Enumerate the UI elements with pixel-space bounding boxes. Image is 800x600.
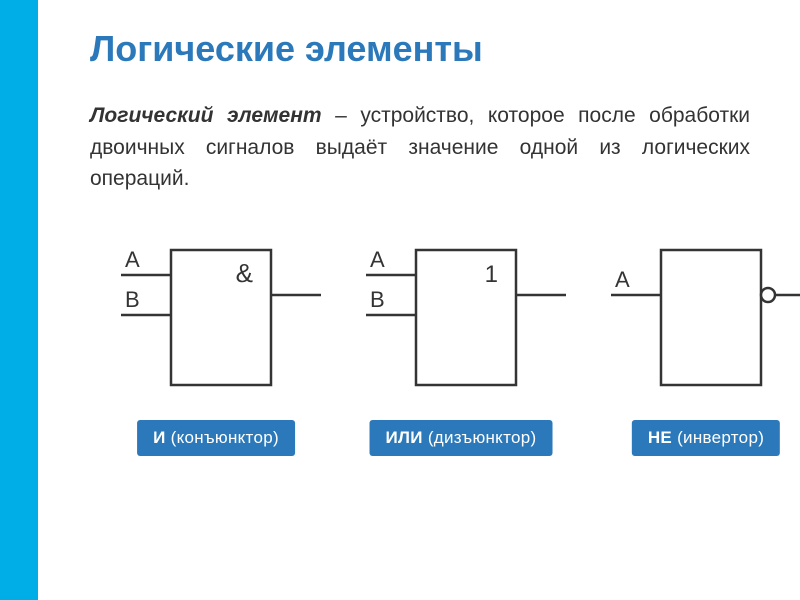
input-label-b: B [125, 287, 140, 312]
definition-paragraph: Логический элемент – устройство, которое… [90, 100, 750, 195]
input-label-b: B [370, 287, 385, 312]
accent-sidebar [0, 0, 38, 600]
input-label-a: A [370, 247, 385, 272]
inversion-bubble [761, 288, 775, 302]
gate-label-bold: И [153, 428, 166, 447]
gate-label-bold: ИЛИ [386, 428, 423, 447]
gate-symbol-glyph: & [236, 258, 253, 288]
page-title: Логические элементы [90, 28, 483, 70]
gate-symbol-not: A [586, 230, 800, 405]
gates-row: AB&И (конъюнктор)AB1ИЛИ (дизъюнктор)AНЕ … [76, 230, 800, 490]
input-label-a: A [615, 267, 630, 292]
gate-label-rest: (инвертор) [672, 428, 764, 447]
gate-symbol-and: AB & [96, 230, 336, 405]
gate-label-or: ИЛИ (дизъюнктор) [370, 420, 553, 456]
gate-not: AНЕ (инвертор) [586, 230, 800, 405]
gate-and: AB&И (конъюнктор) [96, 230, 336, 405]
definition-term: Логический элемент [90, 104, 322, 127]
content-area: Логические элементы Логический элемент –… [38, 0, 800, 600]
gate-label-rest: (дизъюнктор) [423, 428, 537, 447]
gate-label-not: НЕ (инвертор) [632, 420, 780, 456]
gate-or: AB1ИЛИ (дизъюнктор) [341, 230, 581, 405]
gate-label-rest: (конъюнктор) [166, 428, 279, 447]
input-label-a: A [125, 247, 140, 272]
gate-symbol-glyph: 1 [485, 261, 498, 288]
gate-label-and: И (конъюнктор) [137, 420, 295, 456]
gate-symbol-or: AB 1 [341, 230, 581, 405]
gate-label-bold: НЕ [648, 428, 672, 447]
